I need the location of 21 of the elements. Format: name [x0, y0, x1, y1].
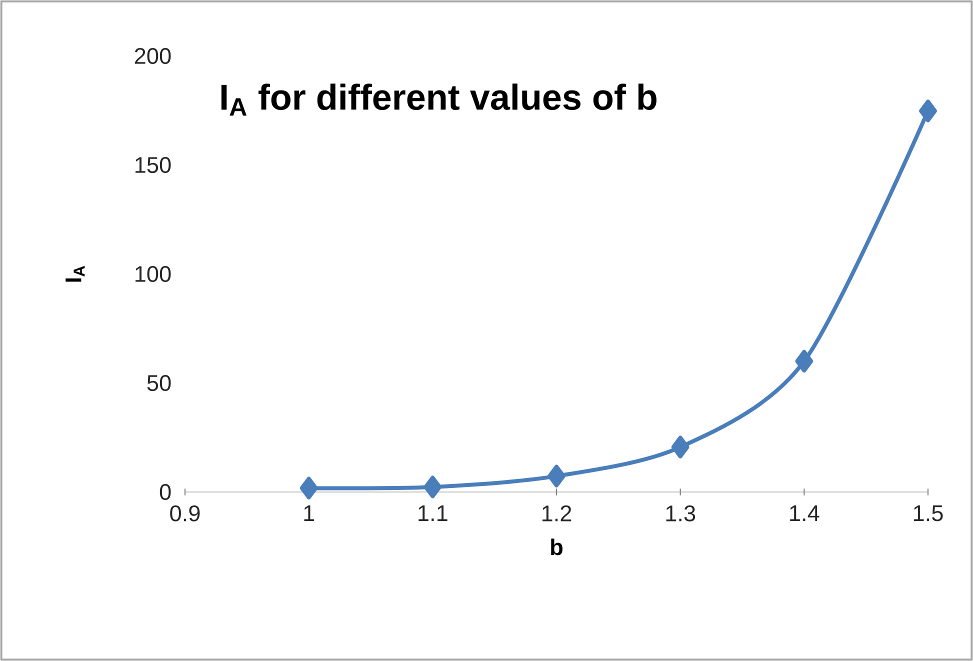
x-tick-label: 1	[304, 505, 314, 521]
point	[671, 436, 690, 458]
x-tick-label: 0.9	[170, 505, 200, 522]
y-tick-label: 150	[136, 156, 171, 174]
point	[548, 464, 566, 488]
y-tick-label: 0	[160, 484, 171, 500]
x-tick-label: 1.1	[418, 505, 448, 521]
x-axis-title: b	[551, 538, 563, 556]
text: I$_{A}$ for different values of b	[221, 84, 656, 116]
x-tick-label: 1.3	[666, 505, 696, 522]
x-tick-label: 1.2	[542, 505, 572, 522]
point	[424, 476, 442, 498]
x-tick-label: 1.4	[790, 505, 820, 521]
y-axis-title: I$_{A}$	[66, 266, 85, 282]
point	[795, 350, 814, 373]
y-tick-label: 100	[136, 266, 171, 282]
x-tick-label: 1.5	[914, 505, 943, 522]
y-tick-label: 200	[134, 48, 171, 64]
point	[300, 476, 318, 500]
y-tick-label: 50	[147, 374, 171, 392]
point	[919, 100, 938, 122]
